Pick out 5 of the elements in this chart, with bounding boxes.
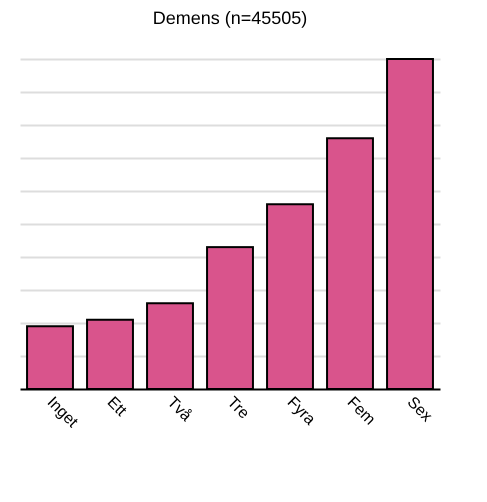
x-tick-label: Sex bbox=[404, 394, 436, 426]
x-tick-label: Två bbox=[164, 394, 195, 425]
chart-title: Demens (n=45505) bbox=[152, 8, 308, 28]
x-tick-label: Tre bbox=[224, 394, 252, 422]
x-tick-label: Ett bbox=[104, 394, 130, 420]
